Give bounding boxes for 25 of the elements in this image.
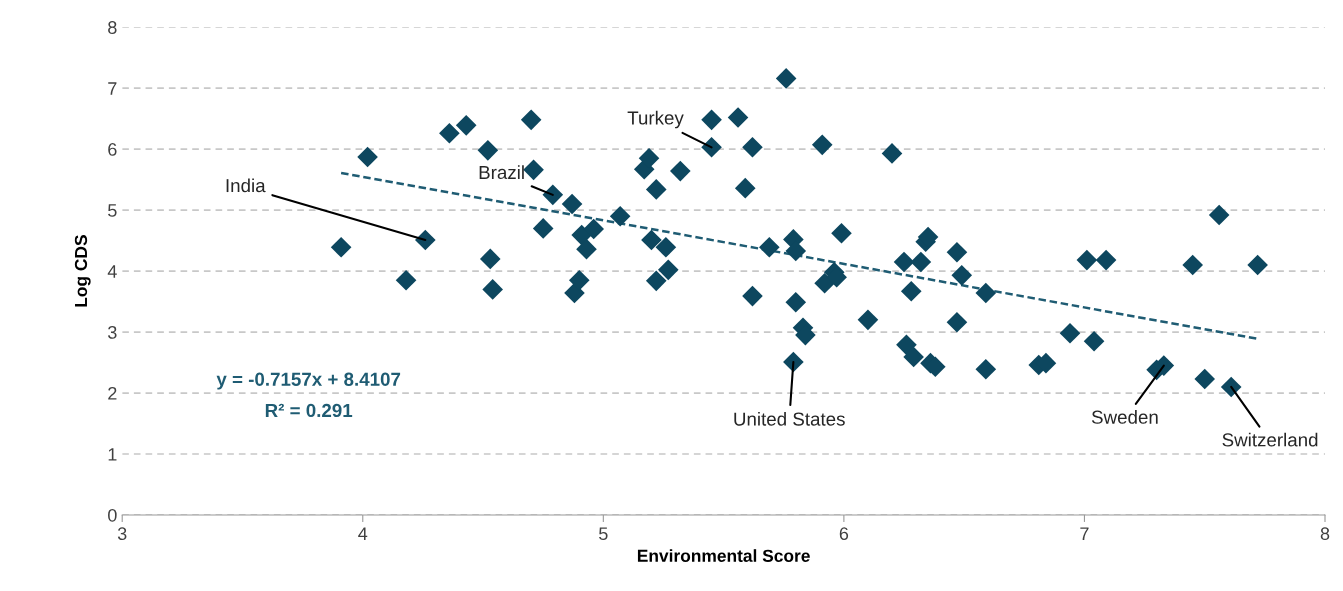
x-tick-label: 6	[839, 527, 849, 541]
y-tick-label: 8	[108, 21, 117, 34]
y-tick-label: 7	[108, 82, 117, 95]
annotation: Turkey	[627, 110, 684, 129]
annotation: Switzerland	[1222, 432, 1318, 447]
y-tick-label: 5	[108, 204, 117, 217]
y-tick-label: 1	[108, 448, 117, 461]
annotation: Brazil	[479, 165, 524, 180]
y-tick-label: 0	[108, 508, 117, 522]
annotation: India	[226, 178, 266, 193]
annotation: R² = 0.291	[265, 403, 353, 418]
y-tick-label: 6	[108, 143, 117, 156]
y-axis-title: Log CDS	[74, 235, 91, 307]
x-axis-title: Environmental Score	[637, 549, 810, 562]
x-tick-label: 4	[358, 527, 368, 540]
y-tick-label: 2	[108, 386, 117, 400]
x-tick-label: 7	[1080, 527, 1089, 540]
y-tick-label: 4	[107, 265, 117, 278]
annotation: United States	[734, 411, 845, 426]
x-tick-label: 5	[599, 527, 608, 541]
annotation: Sweden	[1091, 410, 1158, 424]
y-tick-label: 3	[108, 326, 117, 339]
x-tick-label: 8	[1320, 527, 1330, 541]
x-tick-label: 3	[117, 527, 127, 541]
annotation: y = -0.7157x + 8.4107	[216, 372, 401, 390]
